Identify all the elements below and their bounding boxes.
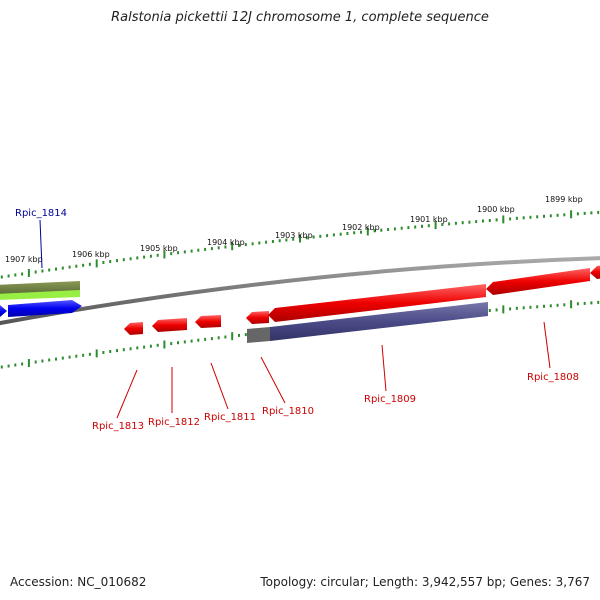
gene-feature-rpic-1813[interactable] [124,322,143,335]
gene-feature-partial-reverse[interactable] [590,265,600,279]
backbone-arc [0,256,600,326]
scale-label: 1900 kbp [477,205,515,214]
gene-feature-rpic-1808[interactable] [486,268,590,295]
scale-label: 1904 kbp [207,238,245,247]
outer-scale-ticks [0,210,600,279]
gene-label-rpic-1814[interactable]: Rpic_1814 [15,208,67,219]
gene-feature-rpic-1809[interactable] [268,284,486,322]
gene-feature-rpic-1811[interactable] [195,315,221,328]
pointer-rpic-1813 [116,369,138,419]
gene-label-rpic-1808[interactable]: Rpic_1808 [527,372,579,383]
reverse-strand-features [124,265,600,343]
gene-label-rpic-1810[interactable]: Rpic_1810 [262,406,314,417]
pointer-rpic-1814 [39,219,43,269]
label-pointers [39,219,551,419]
forward-strand-features [0,281,82,318]
scale-label: 1903 kbp [275,231,313,240]
gene-label-rpic-1811[interactable]: Rpic_1811 [204,412,256,423]
gene-feature-rpic-1809-cds[interactable] [270,302,488,341]
gene-feature-rpic-1810[interactable] [246,311,269,324]
scale-label: 1905 kbp [140,244,178,253]
scale-labels: 1907 kbp 1906 kbp 1905 kbp 1904 kbp 1903… [5,195,583,264]
pointer-rpic-1810 [260,356,286,404]
scale-label: 1902 kbp [342,223,380,232]
accession-text: Accession: NC_010682 [10,575,147,589]
gene-labels: Rpic_1814 Rpic_1813 Rpic_1812 Rpic_1811 … [15,208,579,432]
gene-feature-rpic-1809-cds-grey[interactable] [247,327,270,343]
gene-feature-rpic-1812[interactable] [152,318,187,332]
genome-summary-text: Topology: circular; Length: 3,942,557 bp… [260,575,590,589]
scale-label: 1907 kbp [5,255,43,264]
scale-label: 1899 kbp [545,195,583,204]
page-title: Ralstonia pickettii 12J chromosome 1, co… [111,10,489,25]
gene-feature-partial-forward[interactable] [0,305,7,318]
pointer-rpic-1808 [543,321,551,369]
gene-label-rpic-1813[interactable]: Rpic_1813 [92,421,144,432]
pointer-rpic-1809 [381,344,387,392]
gene-label-rpic-1809[interactable]: Rpic_1809 [364,394,416,405]
scale-label: 1906 kbp [72,250,110,259]
scale-label: 1901 kbp [410,215,448,224]
gene-feature-rpic-1814-highlight[interactable] [0,290,80,300]
gene-label-rpic-1812[interactable]: Rpic_1812 [148,417,200,428]
gene-feature-rpic-1814[interactable] [8,300,82,317]
pointer-rpic-1811 [210,362,229,410]
